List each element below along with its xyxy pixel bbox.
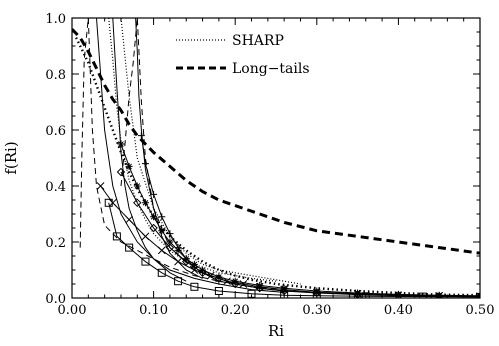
series-line-13 [120, 18, 301, 285]
data-point [158, 227, 166, 235]
series-line-10 [79, 18, 285, 291]
x-tick-label: 0.40 [384, 303, 413, 318]
data-point [141, 232, 150, 241]
data-point [133, 198, 142, 208]
y-tick-label: 0.0 [45, 292, 66, 307]
y-tick-label: 0.6 [45, 124, 66, 139]
data-point [255, 283, 264, 293]
x-tick-label: 0.30 [302, 303, 331, 318]
data-point [108, 198, 117, 207]
x-tick-label: 0.50 [466, 303, 495, 318]
data-point [174, 246, 182, 254]
data-point [215, 273, 223, 281]
data-point [141, 257, 150, 266]
data-point [133, 182, 141, 190]
y-tick-label: 0.4 [45, 180, 66, 195]
data-point [239, 280, 248, 288]
ticks-layer [71, 17, 481, 299]
data-point [190, 282, 199, 291]
x-tick-label: 0.10 [139, 303, 168, 318]
data-point [141, 199, 149, 207]
data-point [125, 162, 133, 170]
data-point [230, 279, 240, 289]
y-tick-label: 0.8 [45, 68, 66, 83]
data-point [112, 232, 121, 241]
series-line-9 [96, 18, 285, 293]
data-point [149, 223, 158, 233]
x-tick-label: 0.00 [58, 303, 87, 318]
data-point [354, 289, 362, 297]
data-point [104, 198, 113, 207]
series-markers-6 [116, 167, 480, 298]
series-line-0 [72, 28, 480, 255]
series-line-4 [140, 135, 480, 297]
series-line-11 [120, 18, 220, 279]
plot-frame [71, 17, 481, 299]
data-point [96, 182, 105, 190]
series-line-12 [108, 18, 277, 282]
y-tick-label: 1.0 [45, 12, 66, 27]
data-point [174, 277, 183, 286]
series-markers-5 [117, 140, 480, 298]
legend: SHARP Long−tails [176, 33, 310, 77]
x-axis-label: Ri [268, 322, 284, 340]
legend-label-long-tails: Long−tails [232, 61, 310, 77]
data-point [157, 246, 166, 255]
series-markers-2 [96, 182, 480, 298]
tick-labels-layer: 0.00 0.10 0.20 0.30 0.40 0.50 0.0 0.2 0.4 0.6 0.8 1… [45, 12, 494, 318]
series-line-2 [100, 185, 480, 297]
x-tick-label: 0.20 [221, 303, 250, 318]
data-point [434, 292, 444, 298]
series-line-8 [135, 18, 203, 279]
data-point [157, 268, 166, 277]
data-point [150, 213, 158, 221]
data-point [435, 291, 443, 298]
legend-label-sharp: SHARP [232, 33, 284, 49]
data-point [190, 260, 198, 268]
data-point [394, 291, 403, 298]
data-point [158, 213, 166, 221]
data-point [125, 215, 133, 224]
data-point [353, 290, 362, 298]
y-tick-label: 0.2 [45, 236, 66, 251]
data-point [475, 292, 480, 298]
series-markers-4 [137, 132, 480, 298]
series-line-5 [120, 143, 480, 297]
y-axis-label: f(Ri) [2, 141, 20, 174]
data-point [166, 238, 174, 246]
data-point [214, 274, 224, 283]
data-point [166, 230, 174, 238]
